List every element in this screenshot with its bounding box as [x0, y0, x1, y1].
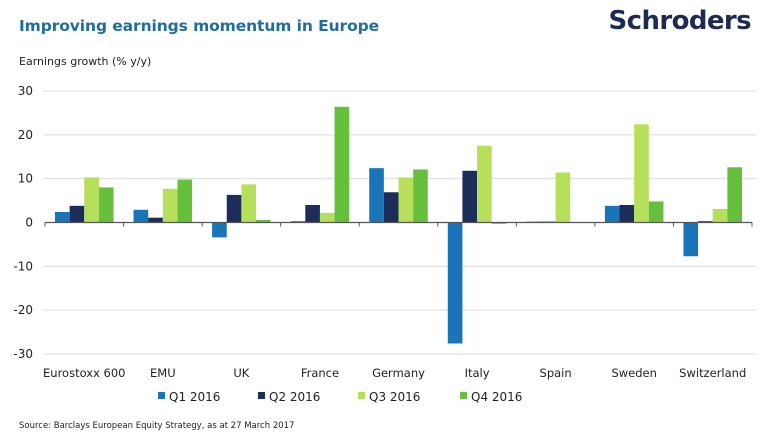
bar-q4-2016	[334, 106, 350, 223]
schroders-logo: Schroders	[608, 6, 752, 36]
y-tick-label: 20	[18, 128, 33, 142]
legend: Q1 2016 Q2 2016 Q3 2016 Q4 2016	[158, 390, 522, 404]
bar-q2-2016	[383, 192, 399, 223]
category-label: Italy	[465, 366, 490, 380]
y-tick-label: -10	[13, 259, 33, 273]
legend-label: Q3 2016	[369, 390, 420, 404]
bar-q3-2016	[84, 177, 99, 223]
bar-q3-2016	[319, 212, 335, 223]
bar-q4-2016	[727, 167, 742, 223]
legend-label: Q2 2016	[269, 390, 320, 404]
category-label: Switzerland	[679, 366, 746, 380]
bar-q2-2016	[462, 170, 478, 223]
source-note: Source: Barclays European Equity Strateg…	[19, 421, 295, 431]
bar-q3-2016	[398, 177, 414, 223]
category-label: France	[301, 366, 339, 380]
category-label: Sweden	[611, 366, 656, 380]
bars	[55, 106, 742, 344]
bar-q1-2016	[447, 222, 463, 344]
bar-q1-2016	[290, 221, 306, 223]
chart-title: Improving earnings momentum in Europe	[19, 17, 380, 35]
category-label: UK	[233, 366, 249, 380]
bar-q1-2016	[683, 222, 699, 257]
bar-q4-2016	[648, 201, 664, 223]
legend-swatch	[460, 392, 467, 399]
bar-q2-2016	[698, 221, 713, 223]
legend-swatch	[358, 392, 365, 399]
bar-q3-2016	[555, 172, 571, 223]
bar-q2-2016	[619, 204, 635, 223]
legend-item: Q4 2016	[460, 390, 522, 404]
x-axis	[44, 221, 753, 227]
bar-q4-2016	[491, 222, 507, 224]
y-tick-label: 30	[18, 84, 33, 98]
y-axis-label: Earnings growth (% y/y)	[19, 55, 152, 68]
legend-swatch	[258, 392, 265, 399]
legend-item: Q1 2016	[158, 390, 220, 404]
y-tick-label: -30	[13, 347, 33, 361]
legend-label: Q4 2016	[471, 390, 522, 404]
legend-item: Q3 2016	[358, 390, 420, 404]
y-tick-label: 0	[25, 216, 33, 230]
bar-q4-2016	[98, 187, 114, 223]
category-label: EMU	[150, 366, 176, 380]
category-label: Eurostoxx 600	[43, 366, 125, 380]
bar-q2-2016	[69, 205, 85, 223]
bar-q3-2016	[712, 208, 728, 223]
category-label: Spain	[540, 366, 572, 380]
bar-q3-2016	[241, 184, 257, 223]
bar-q1-2016	[604, 205, 620, 223]
bar-q3-2016	[162, 188, 178, 223]
bar-q4-2016	[413, 169, 428, 223]
bar-q3-2016	[477, 145, 492, 223]
y-tick-labels: 30 20 10 0 -10 -20 -30	[13, 84, 33, 361]
legend-label: Q1 2016	[169, 390, 220, 404]
bar-q2-2016	[226, 194, 242, 223]
category-label: Germany	[372, 366, 425, 380]
bar-q2-2016	[148, 217, 163, 223]
legend-swatch	[158, 392, 165, 399]
bar-q1-2016	[212, 222, 227, 238]
bar-q1-2016	[133, 209, 149, 223]
bar-q2-2016	[305, 204, 320, 223]
bar-q1-2016	[55, 211, 70, 223]
bar-q1-2016	[369, 168, 384, 223]
y-tick-label: -20	[13, 303, 33, 317]
category-labels: Eurostoxx 600 EMU UK France Germany Italy Spai…	[43, 366, 746, 380]
bar-q4-2016	[177, 179, 193, 223]
bar-q3-2016	[634, 124, 649, 223]
y-tick-label: 10	[18, 172, 33, 186]
legend-item: Q2 2016	[258, 390, 320, 404]
bar-q4-2016	[256, 219, 271, 223]
